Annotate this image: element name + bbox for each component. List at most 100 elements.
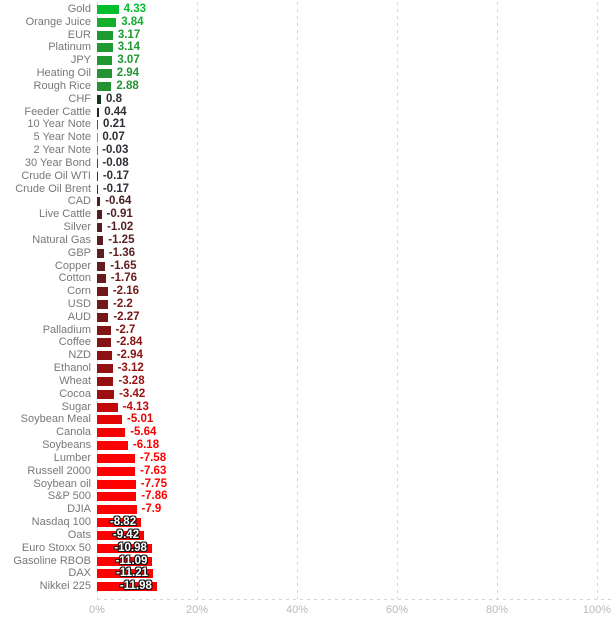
category-label[interactable]: Canola [56,426,91,439]
bar[interactable] [97,312,109,322]
category-label[interactable]: Corn [67,285,91,298]
chart-row: Natural Gas -1.25 [0,234,614,247]
category-label[interactable]: Live Cattle [39,208,91,221]
value-label: -3.28 [118,374,145,387]
bar[interactable] [97,184,98,194]
bar[interactable] [97,248,104,258]
category-label[interactable]: 2 Year Note [33,144,92,157]
category-label[interactable]: NZD [68,349,91,362]
category-label[interactable]: Feeder Cattle [24,105,91,118]
bar[interactable] [97,94,101,104]
chart-row: Wheat -3.28 [0,375,614,388]
bar[interactable] [97,299,108,309]
category-label[interactable]: Cocoa [59,387,91,400]
category-label[interactable]: Lumber [53,451,91,464]
category-label[interactable]: S&P 500 [47,490,91,503]
category-label[interactable]: Silver [63,221,91,234]
category-label[interactable]: CAD [67,195,91,208]
chart-row: DAX -11.21 [0,567,614,580]
bar[interactable] [97,479,136,489]
category-label[interactable]: Cotton [58,272,91,285]
bar[interactable] [97,338,112,348]
bar[interactable] [97,389,115,399]
category-label[interactable]: Soybean oil [33,477,92,490]
bar[interactable] [97,530,145,540]
bar[interactable] [97,376,114,386]
category-label[interactable]: Soybeans [42,439,91,452]
category-label[interactable]: Copper [54,259,91,272]
category-label[interactable]: Rough Rice [33,79,91,92]
category-label[interactable]: Orange Juice [25,15,91,28]
bar[interactable] [97,415,123,425]
bar[interactable] [97,582,157,592]
category-label[interactable]: 5 Year Note [33,131,92,144]
bar[interactable] [97,5,119,14]
bar[interactable] [97,364,113,374]
bar[interactable] [97,223,103,233]
category-label[interactable]: Crude Oil WTI [21,169,91,182]
category-label[interactable]: Crude Oil Brent [15,182,91,195]
bar[interactable] [97,210,102,220]
bar[interactable] [97,69,112,79]
category-label[interactable]: Soybean Meal [20,413,91,426]
bar[interactable] [97,441,128,451]
bar[interactable] [97,492,137,502]
bar[interactable] [97,428,126,438]
category-label[interactable]: GBP [67,246,91,259]
bar[interactable] [97,261,106,271]
bar[interactable] [97,274,106,284]
bar[interactable] [97,325,111,335]
bar[interactable] [97,43,113,53]
category-label[interactable]: 30 Year Bond [24,156,91,169]
category-label[interactable]: Natural Gas [32,233,91,246]
category-label[interactable]: CHF [68,92,91,105]
category-label[interactable]: Wheat [59,374,91,387]
category-label[interactable]: Heating Oil [36,67,91,80]
bar[interactable] [97,81,112,91]
category-label[interactable]: Euro Stoxx 50 [21,541,91,554]
bar[interactable] [97,569,154,579]
value-label: 2.94 [116,67,140,80]
bar[interactable] [97,556,153,566]
bar[interactable] [97,287,108,297]
value-label: 3.17 [117,28,141,41]
category-label[interactable]: Palladium [42,323,91,336]
bar[interactable] [97,505,137,515]
value-label: -0.08 [102,156,129,169]
bar[interactable] [97,453,135,463]
category-label[interactable]: Gold [67,3,91,15]
bar[interactable] [97,197,101,207]
bar[interactable] [97,402,118,412]
bar[interactable] [97,120,99,130]
category-label[interactable]: Coffee [58,336,91,349]
bar[interactable] [97,171,98,181]
value-label: -4.13 [122,400,149,413]
category-label[interactable]: Nikkei 225 [39,580,91,593]
chart-row: CHF 0.8 [0,93,614,106]
bar[interactable] [97,235,104,245]
bar[interactable] [97,30,113,40]
category-label[interactable]: Ethanol [53,362,91,375]
bar[interactable] [97,518,142,528]
category-label[interactable]: JPY [70,54,91,67]
bar[interactable] [97,17,117,27]
category-label[interactable]: Gasoline RBOB [13,554,91,567]
category-label[interactable]: AUD [67,310,91,323]
bar[interactable] [97,56,113,66]
category-label[interactable]: USD [67,297,91,310]
chart-row: AUD -2.27 [0,311,614,324]
bar[interactable] [97,466,136,476]
bar[interactable] [97,107,100,117]
bar[interactable] [97,351,112,361]
category-label[interactable]: EUR [67,28,91,41]
category-label[interactable]: DAX [68,567,91,580]
category-label[interactable]: 10 Year Note [27,118,91,131]
category-label[interactable]: DJIA [67,503,91,516]
category-label[interactable]: Sugar [61,400,91,413]
category-label[interactable]: Platinum [48,41,91,54]
category-label[interactable]: Nasdaq 100 [31,516,91,529]
category-label[interactable]: Russell 2000 [27,464,91,477]
bar[interactable] [97,543,152,553]
value-label: 3.07 [117,54,140,67]
category-label[interactable]: Oats [67,528,91,541]
